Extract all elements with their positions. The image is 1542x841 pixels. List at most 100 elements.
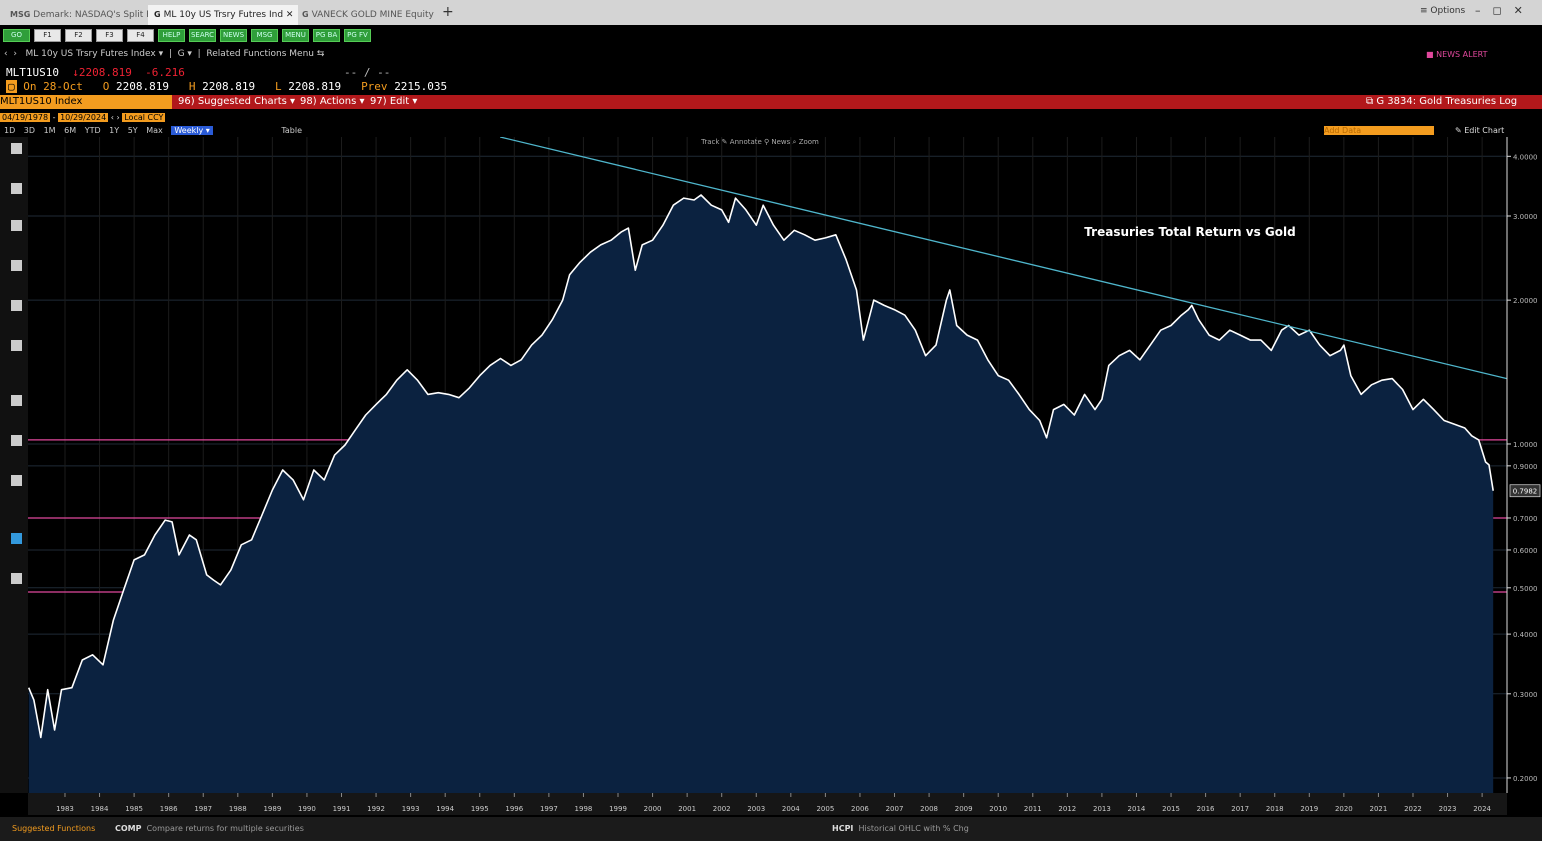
function-desc: Compare returns for multiple securities bbox=[146, 824, 304, 833]
function-key[interactable]: F2 bbox=[65, 29, 92, 42]
news-alert-label: NEWS ALERT bbox=[1436, 50, 1488, 59]
back-forward[interactable]: ‹ › bbox=[4, 49, 23, 59]
tool-icon[interactable] bbox=[11, 573, 22, 584]
period[interactable]: 5Y bbox=[127, 126, 138, 135]
x-tick-label: 1993 bbox=[402, 805, 420, 813]
function-key[interactable]: F3 bbox=[96, 29, 123, 42]
high-label: H bbox=[188, 80, 196, 93]
x-tick-label: 1999 bbox=[609, 805, 627, 813]
period-bar: 1D 3D 1M 6M YTD 1Y 5Y Max Weekly ▾ Table bbox=[4, 126, 302, 135]
function-key[interactable]: HELP bbox=[158, 29, 185, 42]
options-label: Options bbox=[1430, 6, 1466, 16]
x-tick-label: 1990 bbox=[298, 805, 316, 813]
function-key[interactable]: PG FV bbox=[344, 29, 371, 42]
new-tab[interactable]: + bbox=[442, 4, 454, 20]
tool-icon[interactable] bbox=[11, 220, 22, 231]
x-tick-label: 1988 bbox=[229, 805, 247, 813]
toolbar-icons bbox=[11, 143, 22, 584]
edit[interactable]: 97) Edit ▾ bbox=[370, 96, 418, 107]
chart-tool[interactable]: News bbox=[771, 138, 790, 146]
table-button[interactable]: Table bbox=[281, 126, 302, 135]
axes: 0.2000 0.3000 0.4000 0.5000 0.6000 0.7000 0.90… bbox=[56, 153, 1541, 813]
news-alert[interactable]: ■ NEWS ALERT bbox=[1426, 50, 1488, 59]
prev-label: Prev bbox=[361, 80, 388, 93]
x-tick-label: 1989 bbox=[263, 805, 281, 813]
options[interactable]: ≡ Options bbox=[1420, 6, 1466, 16]
x-tick-label: 2013 bbox=[1093, 805, 1111, 813]
open-label: O bbox=[102, 80, 110, 93]
period[interactable]: 1D bbox=[4, 126, 16, 135]
x-tick-label: 1985 bbox=[125, 805, 143, 813]
low-value: 2208.819 bbox=[288, 80, 342, 93]
y-tick-label: 3.0000 bbox=[1513, 213, 1538, 221]
edit-chart[interactable]: ✎ Edit Chart bbox=[1455, 126, 1505, 135]
tab[interactable]: MSG Demark: NASDAQ's Split P... bbox=[4, 5, 159, 25]
function-key[interactable]: MSG bbox=[251, 29, 278, 42]
function-key[interactable]: SEARC bbox=[189, 29, 216, 42]
frequency[interactable]: Weekly ▾ bbox=[171, 126, 213, 135]
x-tick-label: 2012 bbox=[1058, 805, 1076, 813]
x-tick-label: 1998 bbox=[575, 805, 593, 813]
x-tick-label: 2014 bbox=[1128, 805, 1146, 813]
low-label: L bbox=[274, 80, 282, 93]
period[interactable]: 6M bbox=[64, 126, 77, 135]
add-data[interactable]: Add Data bbox=[1324, 126, 1434, 135]
tool-icon[interactable] bbox=[11, 340, 22, 351]
x-tick-label: 2010 bbox=[989, 805, 1007, 813]
suggestion[interactable]: COMP Compare returns for multiple securi… bbox=[115, 824, 304, 833]
function-key[interactable]: NEWS bbox=[220, 29, 247, 42]
suggested-functions[interactable]: Suggested Functions bbox=[12, 824, 96, 833]
y-tick-label: 0.9000 bbox=[1513, 463, 1538, 471]
currency[interactable]: Local CCY bbox=[122, 113, 166, 122]
y-tick-label: 0.7000 bbox=[1513, 515, 1538, 523]
function-key[interactable]: F4 bbox=[127, 29, 154, 42]
function-menu[interactable]: G bbox=[177, 49, 185, 59]
tool-icon[interactable] bbox=[11, 475, 22, 486]
period[interactable]: Max bbox=[146, 126, 163, 135]
tool-icon[interactable] bbox=[11, 300, 22, 311]
date-label: On 28-Oct bbox=[23, 80, 83, 93]
function-key[interactable]: GO bbox=[3, 29, 30, 42]
tool-icon[interactable] bbox=[11, 533, 22, 544]
x-tick-label: 1991 bbox=[333, 805, 351, 813]
function-key[interactable]: F1 bbox=[34, 29, 61, 42]
x-tick-label: 2008 bbox=[920, 805, 938, 813]
actions[interactable]: 98) Actions ▾ bbox=[300, 96, 365, 107]
line bbox=[28, 194, 1494, 739]
function-key[interactable]: PG BA bbox=[313, 29, 340, 42]
period[interactable]: YTD bbox=[84, 126, 101, 135]
suggestion[interactable]: HCPI Historical OHLC with % Chg bbox=[832, 824, 969, 833]
chart-tool[interactable]: Track bbox=[700, 138, 720, 146]
x-tick-label: 1997 bbox=[540, 805, 558, 813]
tool-icon[interactable] bbox=[11, 260, 22, 271]
chart-tools: Track ✎ Annotate ⚲ News ⌕ Zoom bbox=[700, 138, 819, 146]
tool-icon[interactable] bbox=[11, 395, 22, 406]
tool-icon[interactable] bbox=[11, 143, 22, 154]
security-field[interactable]: MLT1US10 Index bbox=[0, 95, 172, 109]
period[interactable]: 1Y bbox=[109, 126, 120, 135]
price-change: -6.216 bbox=[145, 66, 185, 79]
ticker: MLT1US10 bbox=[6, 66, 59, 79]
period[interactable]: 3D bbox=[23, 126, 36, 135]
tab[interactable]: G VANECK GOLD MINE Equity bbox=[296, 5, 442, 25]
security-menu[interactable]: ML 10y US Trsry Futres Index bbox=[25, 49, 156, 59]
end-date[interactable]: 10/29/2024 bbox=[58, 113, 109, 122]
chart-tool[interactable]: Annotate bbox=[730, 138, 762, 146]
high-value: 2208.819 bbox=[202, 80, 256, 93]
chart-tool[interactable]: Zoom bbox=[799, 138, 819, 146]
x-axis-strip bbox=[28, 793, 1507, 815]
x-tick-label: 1992 bbox=[367, 805, 385, 813]
period[interactable]: 1M bbox=[43, 126, 56, 135]
function-code: COMP bbox=[115, 824, 142, 833]
window-controls[interactable]: –◻✕ bbox=[1475, 4, 1535, 17]
tab-prefix: MSG bbox=[10, 10, 31, 19]
function-key[interactable]: MENU bbox=[282, 29, 309, 42]
menu-label: Actions bbox=[319, 96, 357, 107]
area bbox=[28, 195, 1494, 793]
tab[interactable]: G ML 10y US Trsry Futres Ind ✕ bbox=[148, 5, 298, 25]
tool-icon[interactable] bbox=[11, 435, 22, 446]
related-menu[interactable]: Related Functions Menu bbox=[206, 49, 315, 59]
tool-icon[interactable] bbox=[11, 183, 22, 194]
suggested-charts[interactable]: 96) Suggested Charts ▾ bbox=[178, 96, 296, 107]
start-date[interactable]: 04/19/1978 bbox=[0, 113, 51, 122]
